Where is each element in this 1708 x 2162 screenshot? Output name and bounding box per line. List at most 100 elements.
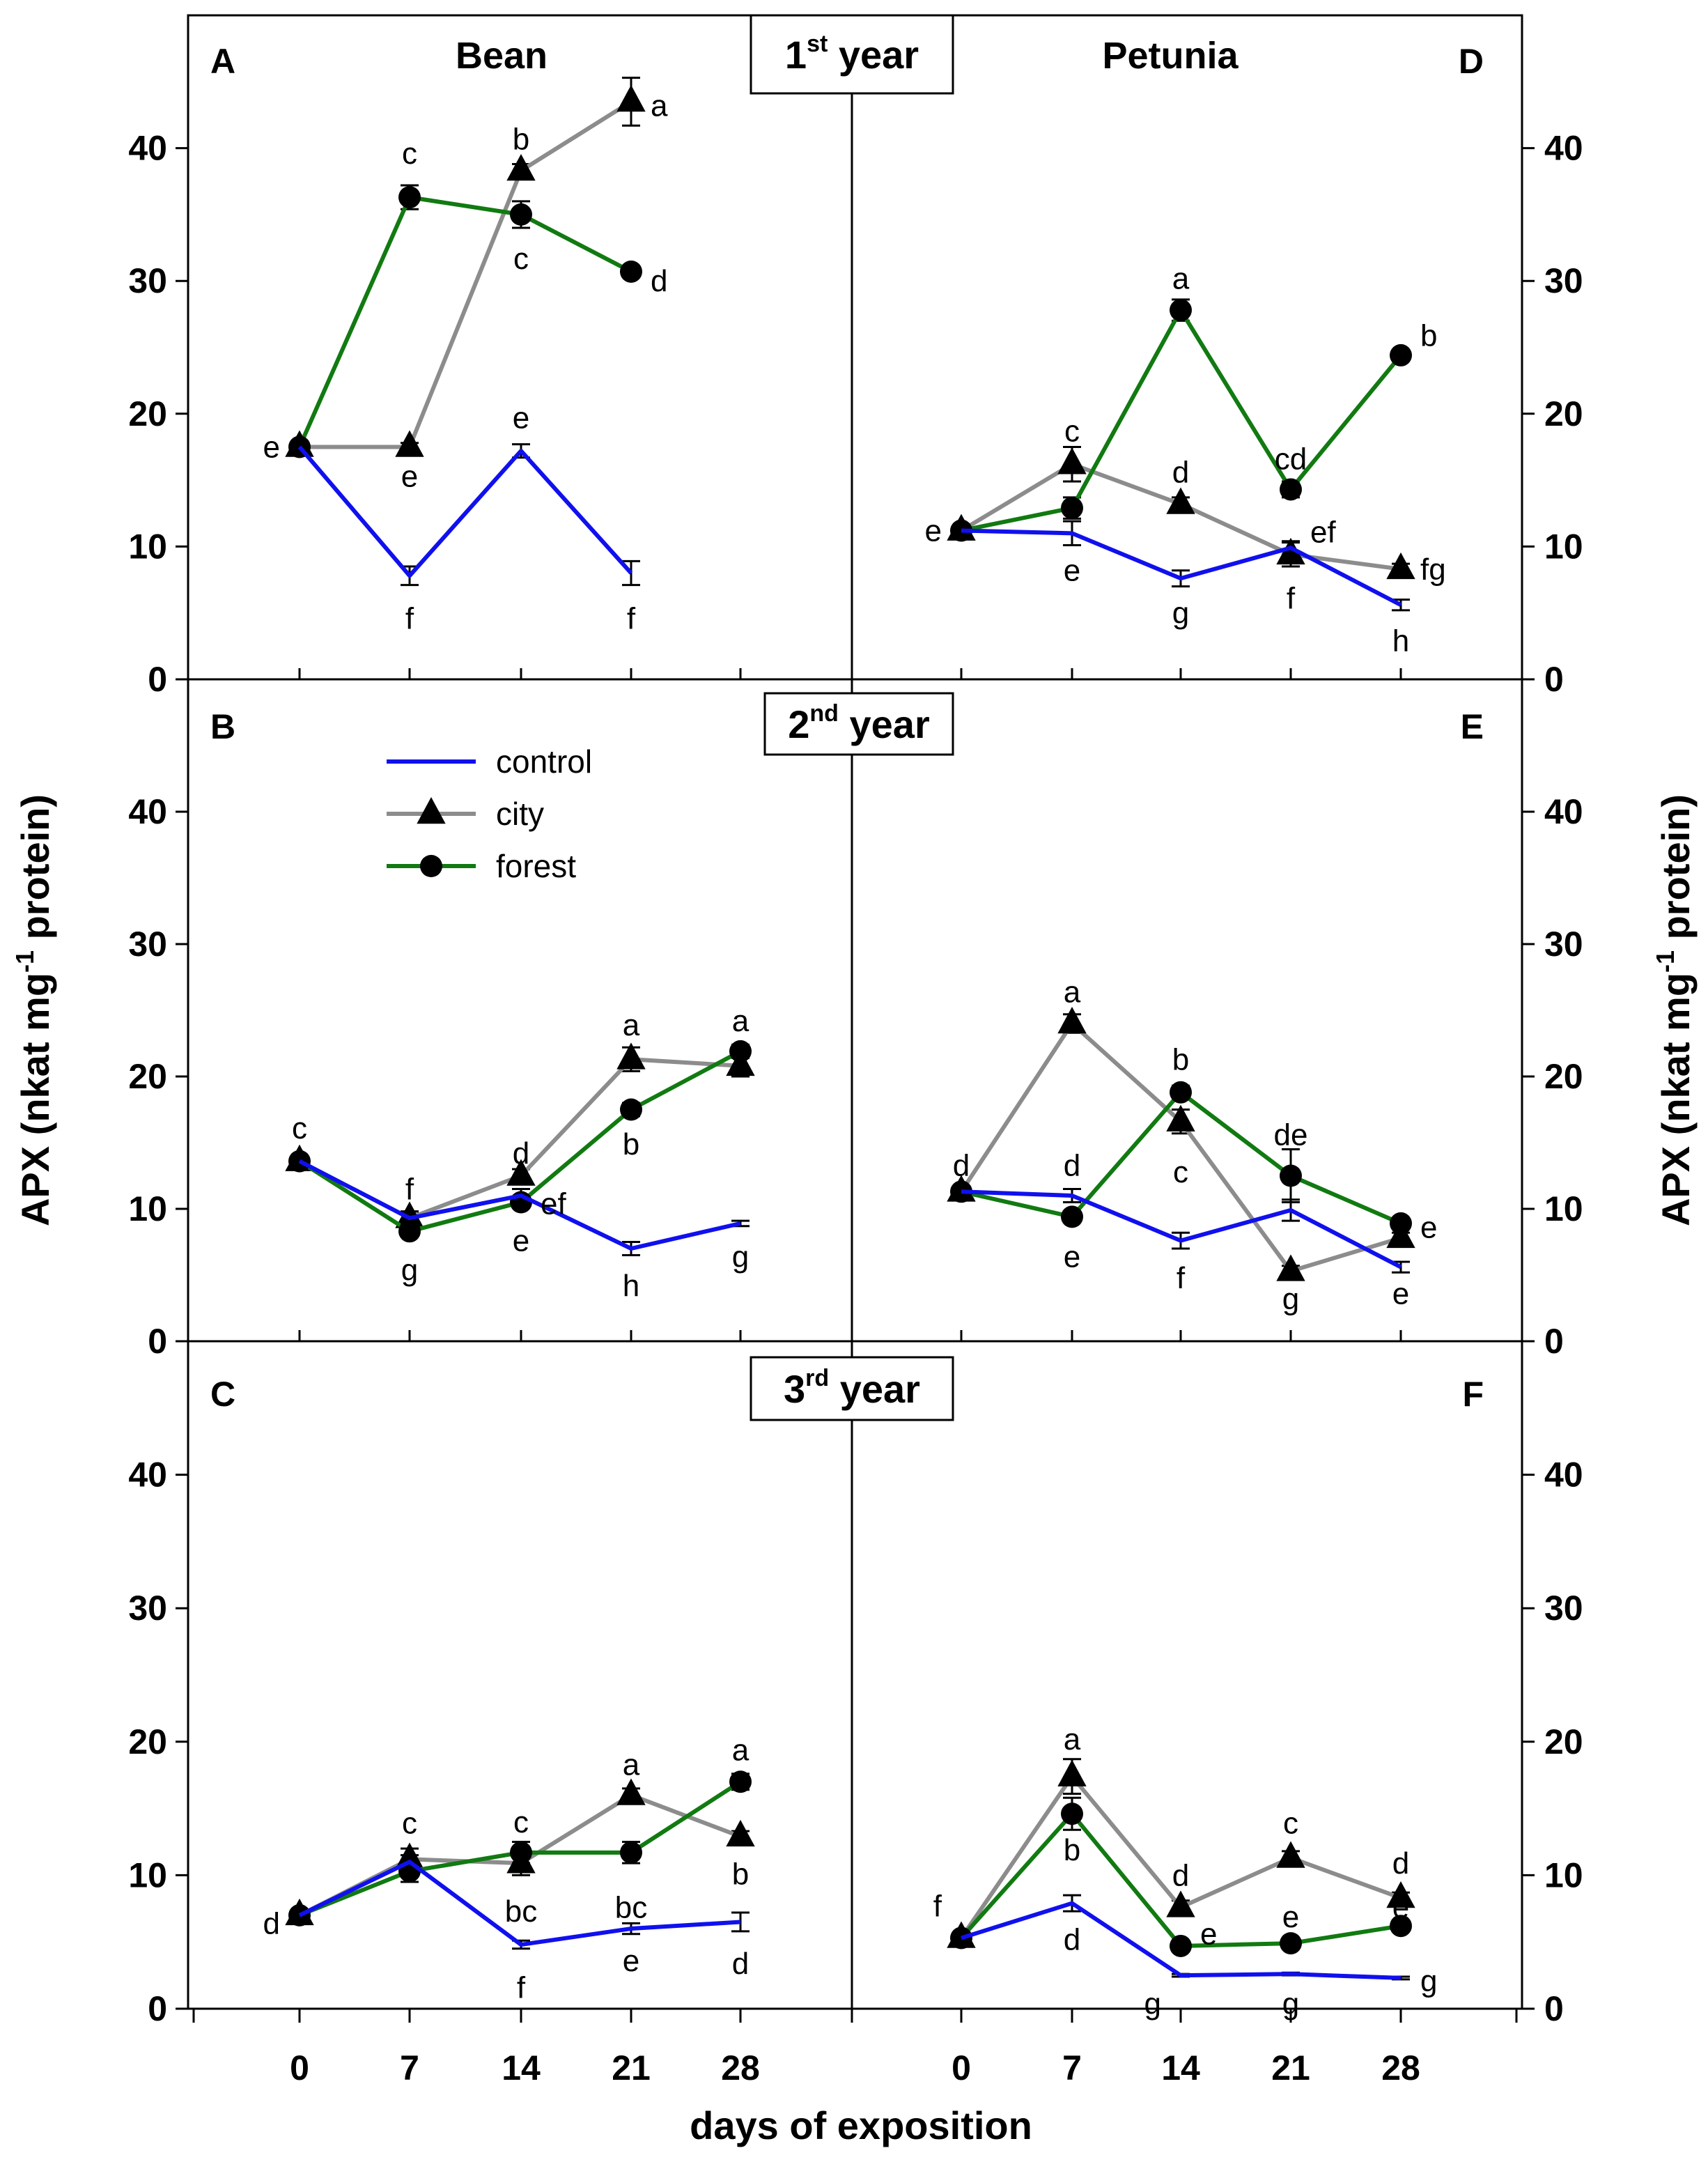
significance-label: g xyxy=(401,1253,418,1287)
y-tick-label-right: 20 xyxy=(1544,1722,1583,1761)
panel-letter-F: F xyxy=(1462,1375,1484,1414)
significance-label: a xyxy=(732,1004,750,1038)
y-tick-label-right: 30 xyxy=(1544,1589,1583,1628)
significance-label: g xyxy=(1172,596,1189,631)
data-point-forest xyxy=(620,1841,642,1864)
data-point-city xyxy=(616,84,646,112)
significance-label: a xyxy=(651,89,668,123)
series-forest xyxy=(288,184,642,458)
x-tick-label: 21 xyxy=(1271,2048,1310,2087)
y-tick-label-left: 20 xyxy=(128,1057,167,1096)
series-line-control xyxy=(961,1189,1402,1269)
significance-label: f xyxy=(1287,582,1296,616)
year-label-2: 2nd year xyxy=(788,700,930,746)
significance-label: e xyxy=(925,514,942,548)
panel-D xyxy=(947,298,1415,612)
panel-letter-E: E xyxy=(1461,707,1484,746)
panel-letter-A: A xyxy=(210,42,235,81)
x-tick-label: 0 xyxy=(290,2048,309,2087)
significance-label: g xyxy=(732,1240,749,1274)
x-tick-label: 28 xyxy=(1381,2048,1420,2087)
data-point-forest xyxy=(398,186,421,209)
series-control xyxy=(290,1854,750,1950)
series-line-control xyxy=(298,1860,741,1947)
significance-label: b xyxy=(1064,1833,1080,1867)
significance-label: ef xyxy=(1310,515,1336,549)
data-point-city xyxy=(506,154,536,181)
significance-label: e xyxy=(1282,1900,1299,1934)
significance-label: g xyxy=(1282,1282,1299,1316)
significance-label: f xyxy=(405,601,414,635)
data-point-city xyxy=(1166,1104,1195,1132)
data-point-forest xyxy=(1280,1164,1302,1187)
series-forest xyxy=(950,1081,1412,1235)
data-point-forest xyxy=(1061,497,1083,520)
significance-label: h xyxy=(1392,624,1409,658)
legend-label-control: control xyxy=(496,743,592,780)
significance-label: c xyxy=(1173,1155,1188,1189)
legend-marker-forest xyxy=(420,855,442,877)
data-point-forest xyxy=(1061,1205,1083,1228)
significance-label: ef xyxy=(541,1187,566,1221)
y-tick-label-left: 20 xyxy=(128,1722,167,1761)
y-tick-label-right: 20 xyxy=(1544,1057,1583,1096)
significance-label: d xyxy=(1172,1858,1189,1892)
x-tick-label: 21 xyxy=(612,2048,651,2087)
data-point-forest xyxy=(1170,299,1192,322)
significance-label: e xyxy=(623,1944,639,1978)
significance-label: a xyxy=(1172,261,1190,295)
data-point-city xyxy=(1386,1881,1415,1908)
significance-label: d xyxy=(953,1148,970,1182)
year-label-1: 1st year xyxy=(785,31,919,77)
significance-label: e xyxy=(513,401,529,435)
species-title-petunia: Petunia xyxy=(1102,35,1239,77)
data-point-forest xyxy=(1390,343,1412,366)
significance-label: c xyxy=(402,1807,417,1841)
data-point-forest xyxy=(729,1040,752,1063)
data-point-city xyxy=(1057,447,1087,474)
year-box-1 xyxy=(750,14,954,95)
series-control xyxy=(952,520,1410,612)
significance-label: f xyxy=(517,1970,526,2005)
x-tick-label: 7 xyxy=(1062,2048,1082,2087)
panels-layer xyxy=(285,77,1415,1981)
y-tick-label-left: 0 xyxy=(148,660,167,699)
significance-label: f xyxy=(933,1889,942,1923)
legend: control city forest xyxy=(387,743,592,884)
series-line-control xyxy=(297,445,633,578)
data-point-forest xyxy=(1170,1934,1192,1957)
series-control xyxy=(952,1894,1410,1981)
panel-F xyxy=(947,1758,1415,1981)
significance-label: b xyxy=(1420,318,1437,353)
data-point-city xyxy=(1276,1254,1305,1281)
data-point-city xyxy=(1057,1007,1087,1034)
series-line-city xyxy=(300,100,632,449)
series-line-forest xyxy=(297,195,632,448)
panel-B xyxy=(285,1040,755,1256)
data-point-city xyxy=(1166,1890,1195,1917)
series-line-control xyxy=(961,528,1402,607)
y-tick-label-right: 10 xyxy=(1544,1855,1583,1894)
significance-label: d xyxy=(263,1906,280,1940)
y-tick-label-right: 10 xyxy=(1544,527,1583,566)
data-point-forest xyxy=(510,203,532,226)
significance-label: f xyxy=(405,1173,414,1207)
legend-label-forest: forest xyxy=(496,848,576,884)
data-point-forest xyxy=(620,1098,642,1121)
data-point-forest xyxy=(729,1770,752,1793)
significance-label: f xyxy=(627,601,636,635)
significance-label: d xyxy=(1172,456,1189,490)
significance-label: g xyxy=(1282,1986,1299,2021)
data-point-forest xyxy=(1390,1212,1412,1235)
x-tick-label: 7 xyxy=(400,2048,419,2087)
y-tick-label-left: 40 xyxy=(128,792,167,831)
significance-label: b xyxy=(1172,1042,1189,1076)
data-point-forest xyxy=(1061,1802,1083,1825)
significance-label: b xyxy=(513,122,529,156)
data-point-forest xyxy=(1390,1915,1412,1938)
y-tick-label-right: 20 xyxy=(1544,394,1583,433)
data-point-city xyxy=(726,1819,755,1847)
x-tick-label: 0 xyxy=(952,2048,971,2087)
significance-label: cd xyxy=(1275,442,1307,477)
